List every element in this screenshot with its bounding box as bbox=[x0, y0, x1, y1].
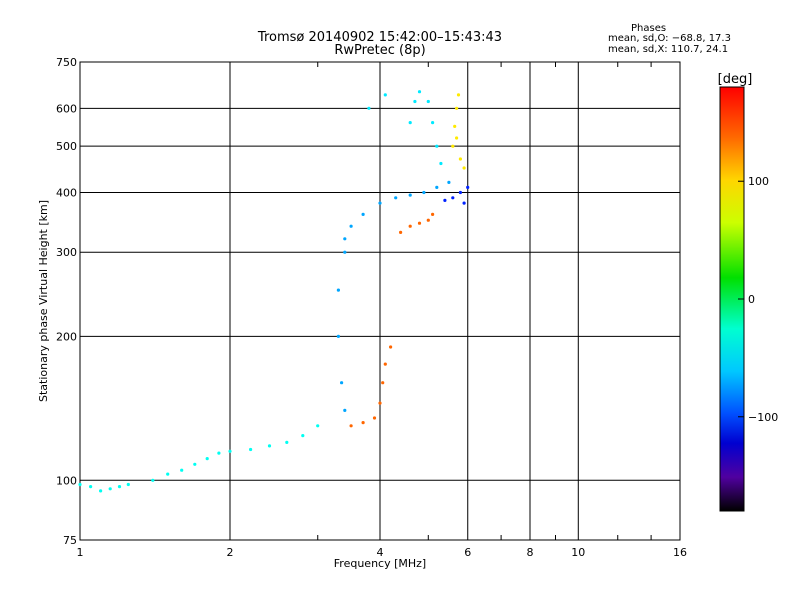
data-point bbox=[451, 196, 455, 200]
data-point bbox=[205, 457, 209, 461]
data-point bbox=[193, 462, 197, 466]
data-point bbox=[361, 421, 365, 425]
data-point bbox=[389, 345, 393, 349]
y-tick-label: 750 bbox=[56, 56, 77, 69]
data-point bbox=[89, 485, 93, 489]
y-tick-label: 75 bbox=[63, 534, 77, 547]
data-point bbox=[126, 482, 130, 487]
plot-frame bbox=[79, 61, 681, 541]
data-point bbox=[166, 472, 170, 476]
data-point bbox=[343, 250, 347, 254]
y-tick-label: 200 bbox=[56, 330, 77, 343]
data-point bbox=[399, 230, 403, 234]
colorbar-tick-label: 100 bbox=[748, 175, 769, 188]
data-point bbox=[301, 434, 305, 438]
data-point bbox=[435, 185, 439, 189]
data-point bbox=[455, 136, 459, 140]
phases-mean-o: mean, sd,O: −68.8, 17.3 bbox=[608, 33, 731, 44]
data-point bbox=[343, 237, 347, 241]
tick-labels: 1 2 4 6 8 10 16 75 100 200 300 400 500 600 750 bbox=[56, 56, 687, 559]
data-point bbox=[466, 185, 470, 189]
x-tick-label: 10 bbox=[571, 546, 585, 559]
data-point bbox=[447, 180, 451, 184]
data-point bbox=[408, 224, 412, 228]
x-tick-label: 4 bbox=[377, 546, 384, 559]
y-tick-label: 400 bbox=[56, 186, 77, 199]
data-point bbox=[336, 334, 340, 338]
data-point bbox=[343, 408, 347, 412]
y-tick-label: 300 bbox=[56, 246, 77, 259]
data-point bbox=[349, 424, 353, 428]
data-point bbox=[408, 121, 412, 125]
x-tick-label: 8 bbox=[527, 546, 534, 559]
data-point bbox=[349, 224, 353, 228]
data-point bbox=[378, 201, 382, 205]
data-point bbox=[316, 424, 320, 428]
data-point bbox=[378, 401, 382, 405]
data-point bbox=[417, 221, 422, 225]
data-point bbox=[372, 416, 377, 420]
y-tick-label: 600 bbox=[56, 102, 77, 115]
colorbar-tick-label: −100 bbox=[748, 411, 778, 424]
data-point bbox=[249, 447, 253, 452]
data-point bbox=[336, 288, 340, 292]
data-point bbox=[435, 144, 439, 148]
chart-title: Tromsø 20140902 15:42:00–15:43:43 bbox=[257, 30, 503, 45]
y-axis-label: Stationary phase Virtual Height [km] bbox=[37, 200, 50, 402]
data-point bbox=[431, 212, 435, 216]
chart-subtitle: RwPretec (8p) bbox=[334, 43, 426, 58]
data-point bbox=[426, 99, 430, 104]
data-point bbox=[285, 440, 289, 444]
data-point bbox=[394, 196, 398, 200]
data-point bbox=[117, 485, 122, 489]
data-point bbox=[462, 166, 466, 170]
colorbar-ticks: 100 0 −100 bbox=[738, 175, 778, 424]
phases-heading: Phases bbox=[631, 23, 667, 34]
colorbar-tick-label: 0 bbox=[748, 293, 755, 306]
data-point bbox=[451, 144, 455, 148]
data-point bbox=[151, 478, 155, 482]
data-point bbox=[413, 99, 417, 104]
data-point bbox=[228, 449, 232, 453]
colorbar-unit-label: [deg] bbox=[718, 72, 753, 87]
x-tick-label: 16 bbox=[673, 546, 687, 559]
data-point bbox=[453, 124, 457, 128]
data-points bbox=[78, 90, 470, 493]
data-point bbox=[180, 468, 184, 472]
data-point bbox=[458, 190, 462, 195]
data-point bbox=[462, 201, 466, 205]
data-point bbox=[458, 157, 462, 161]
grid-lines bbox=[80, 62, 680, 540]
axis-ticks bbox=[317, 62, 652, 540]
data-point bbox=[408, 193, 412, 197]
y-tick-label: 100 bbox=[56, 474, 77, 487]
x-tick-label: 2 bbox=[227, 546, 234, 559]
x-tick-label: 1 bbox=[77, 546, 84, 559]
data-point bbox=[367, 106, 371, 110]
data-point bbox=[439, 161, 443, 166]
data-point bbox=[422, 190, 426, 195]
x-axis-label: Frequency [MHz] bbox=[334, 557, 426, 570]
data-point bbox=[455, 106, 459, 110]
x-tick-label: 6 bbox=[464, 546, 471, 559]
data-point bbox=[381, 381, 385, 385]
data-point bbox=[417, 90, 422, 94]
data-point bbox=[383, 362, 387, 366]
data-point bbox=[383, 93, 387, 97]
data-point bbox=[443, 198, 447, 202]
data-point bbox=[456, 93, 461, 97]
data-point bbox=[99, 489, 103, 493]
data-point bbox=[361, 212, 365, 216]
data-point bbox=[426, 218, 430, 222]
data-point bbox=[78, 482, 82, 487]
phases-mean-x: mean, sd,X: 110.7, 24.1 bbox=[608, 44, 729, 55]
data-point bbox=[108, 487, 112, 491]
data-point bbox=[431, 121, 435, 125]
data-point bbox=[217, 451, 221, 455]
y-tick-label: 500 bbox=[56, 140, 77, 153]
data-point bbox=[267, 444, 272, 448]
data-point bbox=[340, 381, 344, 385]
